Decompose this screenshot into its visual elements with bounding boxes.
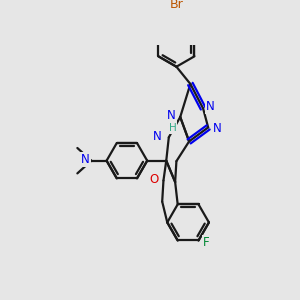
Text: O: O bbox=[149, 173, 158, 186]
Text: N: N bbox=[167, 109, 176, 122]
Text: N: N bbox=[213, 122, 221, 135]
Text: Br: Br bbox=[169, 0, 183, 11]
Text: F: F bbox=[203, 236, 210, 249]
Text: N: N bbox=[153, 130, 162, 142]
Text: N: N bbox=[81, 153, 90, 167]
Text: N: N bbox=[206, 100, 215, 113]
Text: H: H bbox=[169, 123, 176, 133]
